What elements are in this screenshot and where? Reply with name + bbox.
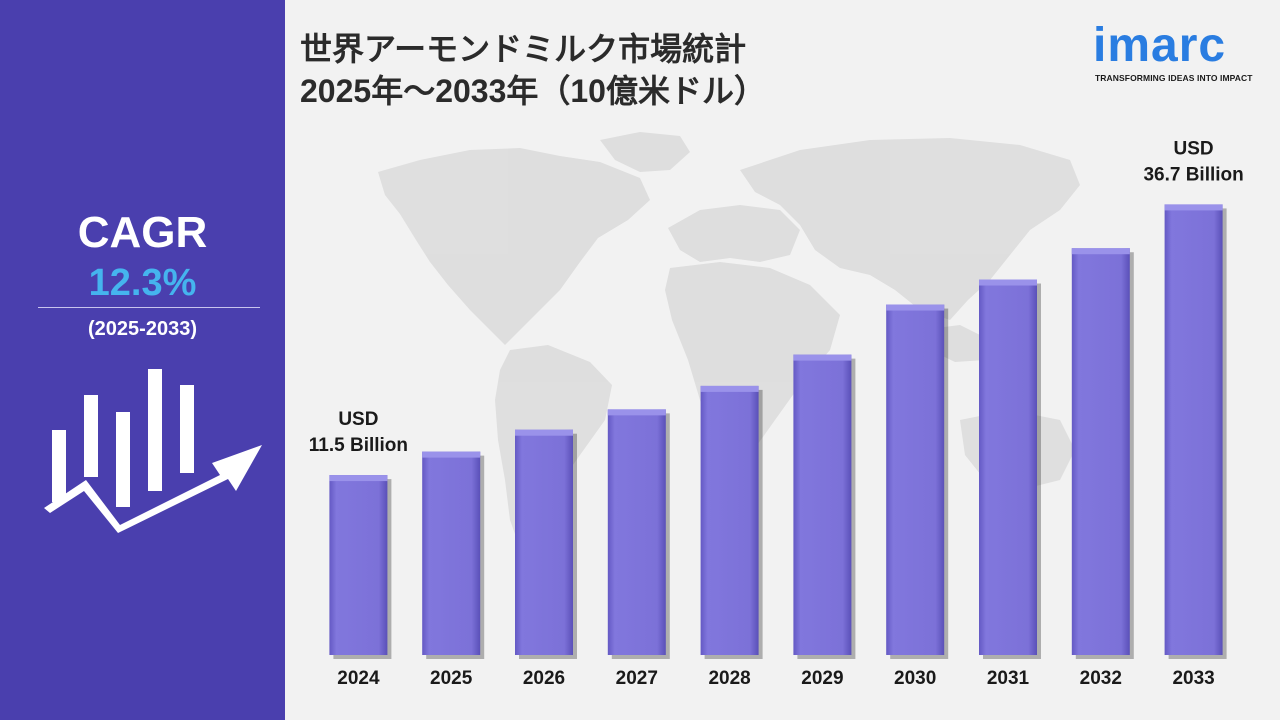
annotation-value: 36.7 Billion	[1143, 164, 1243, 185]
cagr-period: (2025-2033)	[88, 318, 197, 340]
x-tick-label: 2025	[430, 668, 473, 689]
x-tick-label: 2028	[708, 668, 750, 689]
bar-2025	[422, 451, 485, 659]
bar-2030	[886, 304, 949, 659]
bar-2024	[329, 475, 392, 659]
bar-2026	[515, 429, 577, 659]
bar-2027	[607, 409, 670, 659]
logo-tagline: TRANSFORMING IDEAS INTO IMPACT	[1095, 73, 1253, 83]
x-tick-label: 2032	[1080, 668, 1122, 689]
bar-2029	[793, 354, 856, 659]
imarc-logo: imarc TRANSFORMING IDEAS INTO IMPACT	[1093, 22, 1263, 92]
annotation-value: 11.5 Billion	[309, 435, 408, 456]
bar-2032	[1071, 248, 1134, 659]
chart-title-line1: 世界アーモンドミルク市場統計	[300, 31, 747, 67]
cagr-label: CAGR	[77, 208, 208, 257]
x-tick-label: 2030	[894, 668, 936, 689]
divider	[38, 307, 260, 308]
x-tick-label: 2029	[801, 668, 843, 689]
x-tick-label: 2024	[337, 668, 380, 689]
x-tick-label: 2033	[1172, 668, 1214, 689]
logo-brand: imarc	[1093, 19, 1227, 72]
annotation-currency: USD	[338, 409, 378, 430]
cagr-value: 12.3%	[88, 262, 197, 304]
x-tick-label: 2027	[616, 668, 658, 689]
annotation-currency: USD	[1174, 138, 1214, 159]
bar-2028	[700, 385, 763, 659]
cagr-panel: CAGR 12.3% (2025-2033)	[0, 0, 285, 720]
x-axis-tick-labels: 2024 2025 2026 2027 2028 2029 2030 2031 2032 2033	[337, 668, 1214, 689]
x-tick-label: 2031	[987, 668, 1030, 689]
annotations-layer: USD 11.5 Billion USD 36.7 Billion	[309, 138, 1244, 456]
chart-title-line2: 2025年～2033年（10億米ドル）	[300, 73, 766, 109]
bar-2031	[979, 279, 1041, 659]
x-tick-label: 2026	[523, 668, 565, 689]
growth-chart-arrow-icon	[44, 369, 262, 533]
chart-title: 世界アーモンドミルク市場統計 2025年～2033年（10億米ドル）	[300, 28, 766, 112]
bar-2033	[1164, 204, 1227, 659]
bars-layer	[329, 204, 1227, 659]
